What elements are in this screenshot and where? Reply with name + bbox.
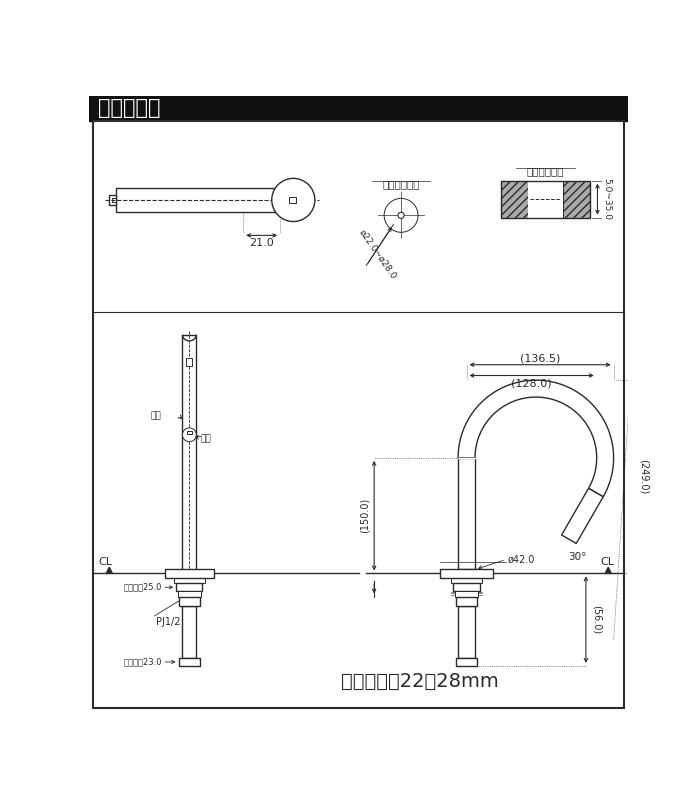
Bar — [454, 583, 480, 591]
Text: (56.0): (56.0) — [592, 605, 602, 634]
Polygon shape — [561, 488, 603, 543]
Polygon shape — [458, 380, 614, 497]
Bar — [187, 431, 192, 434]
Text: (150.0): (150.0) — [360, 498, 370, 534]
Text: PJ1/2: PJ1/2 — [155, 617, 180, 627]
Bar — [563, 181, 589, 218]
Bar — [90, 96, 629, 121]
Bar — [501, 181, 528, 218]
Bar — [108, 195, 116, 205]
Bar — [183, 334, 196, 574]
Polygon shape — [605, 567, 611, 574]
Text: CL: CL — [601, 558, 615, 567]
Text: ø42.0: ø42.0 — [508, 554, 535, 565]
Text: 天板締付範囲: 天板締付範囲 — [526, 166, 564, 177]
Bar — [458, 606, 475, 658]
Text: ø22.0~ø28.0: ø22.0~ø28.0 — [358, 227, 398, 280]
Bar — [290, 197, 295, 203]
Bar — [186, 358, 193, 366]
Circle shape — [384, 198, 418, 232]
Text: 吐水: 吐水 — [200, 434, 211, 443]
Bar — [116, 188, 293, 212]
Text: 止水: 止水 — [150, 411, 161, 420]
Text: 単水栓金具: 単水栓金具 — [99, 98, 161, 118]
Bar — [178, 597, 200, 606]
Bar — [455, 591, 478, 597]
Bar — [178, 591, 201, 597]
Bar — [440, 569, 493, 578]
Circle shape — [398, 212, 404, 218]
Text: 5.0~35.0: 5.0~35.0 — [602, 178, 611, 220]
Bar — [112, 198, 116, 202]
Bar — [178, 658, 200, 666]
Text: (128.0): (128.0) — [511, 378, 552, 388]
Text: 天板取付穴径: 天板取付穴径 — [382, 179, 420, 190]
Bar — [528, 181, 563, 218]
Bar — [501, 181, 589, 218]
Circle shape — [183, 428, 196, 442]
Text: 大角対辺23.0: 大角対辺23.0 — [124, 658, 162, 666]
Text: 30°: 30° — [568, 551, 586, 562]
Bar — [176, 583, 202, 591]
Bar — [456, 597, 477, 606]
Bar — [452, 578, 482, 583]
Text: (136.5): (136.5) — [520, 354, 560, 363]
Text: 大角対辺25.0: 大角対辺25.0 — [124, 582, 162, 592]
Text: (249.0): (249.0) — [638, 459, 649, 494]
Bar — [456, 658, 477, 666]
Polygon shape — [106, 567, 112, 574]
Bar — [458, 458, 475, 569]
Text: 天板取付穴22～28mm: 天板取付穴22～28mm — [342, 672, 499, 690]
Circle shape — [272, 178, 315, 222]
Bar — [164, 569, 214, 578]
Bar — [183, 606, 196, 658]
Bar — [174, 578, 204, 583]
Text: 21.0: 21.0 — [249, 238, 274, 248]
Text: CL: CL — [99, 558, 113, 567]
